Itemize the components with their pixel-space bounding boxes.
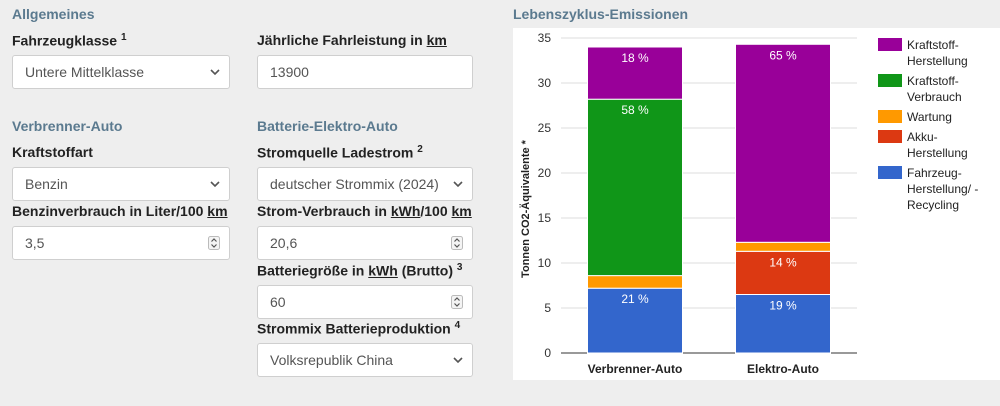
- bar-segment: [587, 46, 683, 100]
- data-label: 14 %: [769, 255, 797, 269]
- vehicle-class-label: Fahrzeugklasse 1: [12, 32, 127, 49]
- power-consumption-input[interactable]: 20,6: [257, 226, 473, 260]
- y-tick-label: 5: [544, 301, 551, 315]
- y-tick-label: 20: [538, 166, 552, 180]
- battery-mix-select[interactable]: Volksrepublik China: [257, 343, 473, 377]
- legend-swatch: [878, 110, 902, 123]
- bar-segment: [735, 250, 831, 296]
- bar-segment: [587, 287, 683, 354]
- data-label: 58 %: [621, 103, 649, 117]
- data-label: 18 %: [621, 51, 649, 65]
- legend-label: Herstellung: [907, 146, 968, 160]
- data-label: 19 %: [769, 299, 797, 313]
- x-tick-label: Elektro-Auto: [747, 362, 819, 376]
- legend-swatch: [878, 38, 902, 51]
- emissions-chart: 21 %58 %18 %19 %14 %65 % 05101520253035 …: [519, 31, 978, 376]
- x-tick-label: Verbrenner-Auto: [588, 362, 683, 376]
- y-tick-label: 0: [544, 346, 551, 360]
- battery-size-input[interactable]: 60: [257, 285, 473, 319]
- chevron-down-icon: [210, 69, 220, 76]
- number-stepper-icon[interactable]: [208, 236, 220, 250]
- fuel-consumption-label: Benzinverbrauch in Liter/100 km: [12, 203, 228, 219]
- legend-label: Wartung: [907, 110, 952, 124]
- data-label: 21 %: [621, 292, 649, 306]
- section-title-chart: Lebenszyklus-Emissionen: [513, 6, 689, 22]
- power-source-label: Stromquelle Ladestrom 2: [257, 144, 423, 161]
- legend-label: Kraftstoff-: [907, 38, 959, 52]
- legend-label: Verbrauch: [907, 90, 962, 104]
- number-stepper-icon[interactable]: [451, 236, 463, 250]
- power-consumption-label: Strom-Verbrauch in kWh/100 km: [257, 203, 472, 219]
- y-tick-label: 10: [538, 256, 552, 270]
- legend-swatch: [878, 166, 902, 179]
- legend-swatch: [878, 130, 902, 143]
- section-title-combustion: Verbrenner-Auto: [12, 118, 123, 134]
- y-tick-label: 15: [538, 211, 552, 225]
- bar-segment: [735, 241, 831, 252]
- y-tick-label: 30: [538, 76, 552, 90]
- legend-label: Fahrzeug-: [907, 166, 962, 180]
- data-label: 65 %: [769, 48, 797, 62]
- chevron-down-icon: [453, 357, 463, 364]
- chevron-down-icon: [453, 181, 463, 188]
- y-axis-title: Tonnen CO2-Äquivalente *: [519, 139, 532, 278]
- battery-mix-label: Strommix Batterieproduktion 4: [257, 320, 461, 337]
- bar-segment: [735, 43, 831, 243]
- number-stepper-icon[interactable]: [451, 295, 463, 309]
- fuel-consumption-input[interactable]: 3,5: [12, 226, 230, 260]
- section-title-electric: Batterie-Elektro-Auto: [257, 118, 398, 134]
- chevron-down-icon: [210, 181, 220, 188]
- vehicle-class-select[interactable]: Untere Mittelklasse: [12, 55, 230, 89]
- bar-segment: [587, 98, 683, 277]
- legend-swatch: [878, 74, 902, 87]
- bar-segment: [735, 294, 831, 354]
- fuel-type-select[interactable]: Benzin: [12, 167, 230, 201]
- legend-label: Herstellung: [907, 54, 968, 68]
- legend-label: Akku-: [907, 130, 938, 144]
- legend-label: Kraftstoff-: [907, 74, 959, 88]
- legend-label: Recycling: [907, 198, 959, 212]
- bar-segment: [587, 275, 683, 289]
- fuel-type-label: Kraftstoffart: [12, 144, 93, 160]
- battery-size-label: Batteriegröße in kWh (Brutto) 3: [257, 262, 463, 279]
- y-tick-label: 35: [538, 31, 552, 45]
- chart-container: 21 % 58 % 18 % 19 % 14 % 65 % 0 5 10 15 20 25 30 35 …: [513, 28, 1000, 380]
- mileage-input[interactable]: 13900: [257, 55, 473, 89]
- power-source-select[interactable]: deutscher Strommix (2024): [257, 167, 473, 201]
- mileage-label: Jährliche Fahrleistung in km: [257, 32, 447, 48]
- y-tick-label: 25: [538, 121, 552, 135]
- section-title-general: Allgemeines: [12, 6, 95, 22]
- legend-label: Herstellung/ -: [907, 182, 978, 196]
